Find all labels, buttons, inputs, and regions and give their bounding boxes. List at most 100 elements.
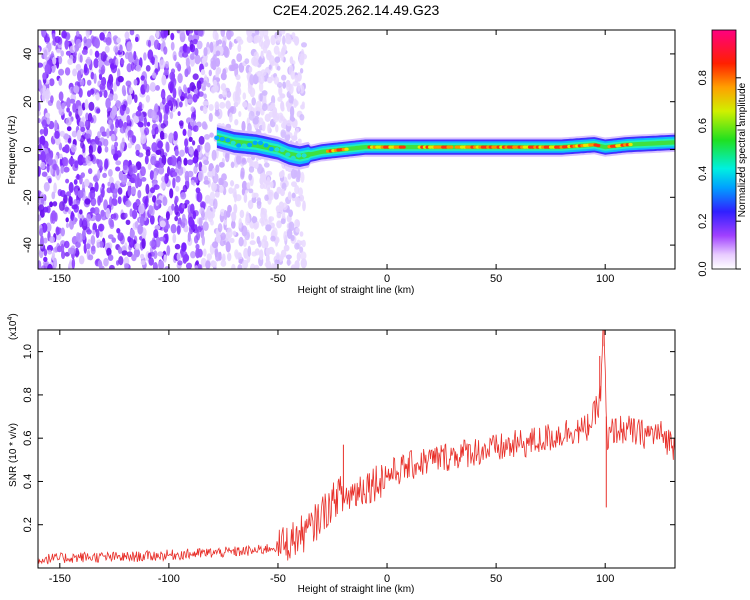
- spectrogram-speckle: [71, 204, 78, 210]
- ridge-blob: [296, 153, 302, 158]
- spectrogram-speckle: [239, 209, 245, 219]
- spectrogram-speckle: [110, 133, 116, 142]
- ridge-blob: [263, 143, 269, 148]
- spectrogram-speckle: [84, 120, 89, 128]
- spectrogram-speckle: [264, 194, 269, 201]
- spectrogram-speckle: [101, 265, 105, 269]
- spectrogram-speckle: [140, 75, 145, 81]
- ridge-blob: [279, 147, 285, 153]
- spectrogram-speckle: [61, 30, 67, 39]
- spectrogram-speckle: [56, 227, 62, 234]
- spectrogram-speckle: [115, 100, 121, 107]
- spectrogram-speckle: [113, 213, 117, 219]
- spectrogram-noise: [38, 30, 307, 269]
- snr-x-tick-label: 100: [596, 573, 614, 585]
- spectrogram-speckle: [47, 263, 53, 269]
- spectrogram-speckle: [177, 260, 183, 266]
- spectrogram-speckle: [288, 95, 294, 104]
- ridge-blob: [301, 153, 307, 158]
- spectrogram-speckle: [180, 192, 187, 200]
- spectrogram-speckle: [117, 75, 124, 83]
- ridge-blob: [230, 140, 236, 146]
- spectrogram-speckle: [65, 222, 70, 229]
- ridge-blob: [285, 152, 291, 157]
- spectrogram-speckle: [163, 132, 168, 139]
- spectrogram-speckle: [283, 231, 288, 242]
- spectrogram-speckle: [232, 230, 237, 236]
- spectrogram-speckle: [99, 83, 106, 90]
- spectrogram-speckle: [275, 124, 279, 133]
- spectrogram-speckle: [81, 229, 86, 241]
- spectrogram-speckle: [126, 251, 133, 258]
- spectrogram-speckle: [43, 182, 50, 192]
- spectrogram-speckle: [241, 180, 248, 191]
- spectrogram-speckle: [154, 224, 161, 231]
- spectrogram-speckle: [193, 125, 199, 132]
- spectrogram-speckle: [302, 200, 306, 212]
- spectrogram-speckle: [131, 254, 137, 262]
- spectrogram-speckle: [196, 80, 202, 90]
- spectrogram-speckle: [268, 64, 272, 70]
- spectrogram-speckle: [208, 112, 213, 122]
- spectrogram-speckle: [182, 128, 187, 136]
- spectrogram-speckle: [249, 240, 256, 246]
- spectrogram-speckle: [167, 100, 173, 107]
- spectrogram-speckle: [60, 50, 64, 57]
- spectrogram-speckle: [66, 191, 71, 197]
- spectrogram-speckle: [113, 188, 118, 194]
- spectrogram-speckle: [126, 115, 131, 124]
- spectrogram-speckle: [127, 130, 134, 138]
- spectrogram-speckle: [190, 251, 196, 259]
- spectrogram-speckle: [86, 213, 91, 222]
- spectrogram-speckle: [122, 89, 127, 97]
- spectrogram-x-label: Height of straight line (km): [298, 285, 415, 296]
- spectrogram-speckle: [120, 59, 125, 65]
- spectrogram-speckle: [150, 187, 155, 194]
- spectrogram-speckle: [170, 68, 176, 74]
- spectrogram-speckle: [209, 132, 214, 138]
- spectrogram-speckle: [288, 83, 294, 95]
- spectrogram-speckle: [188, 147, 194, 155]
- spectrogram-speckle: [211, 149, 217, 161]
- spectrogram-speckle: [236, 154, 242, 165]
- spectrogram-speckle: [126, 125, 132, 131]
- spectrogram-speckle: [247, 103, 253, 112]
- spectrogram-speckle: [149, 240, 156, 248]
- spectrogram-speckle: [39, 228, 44, 237]
- spectrogram-speckle: [155, 236, 161, 248]
- spectrogram-speckle: [205, 260, 211, 269]
- spectrogram-speckle: [163, 254, 167, 263]
- spectrogram-speckle: [58, 91, 64, 101]
- spectrogram-speckle: [195, 248, 201, 259]
- spectrogram-speckle: [203, 159, 210, 166]
- spectrogram-speckle: [215, 57, 221, 67]
- spectrogram-speckle: [97, 60, 103, 68]
- spectrogram-speckle: [105, 37, 112, 46]
- spectrogram-speckle: [83, 36, 87, 44]
- spectrogram-speckle: [202, 100, 209, 106]
- ridge-blob: [274, 147, 280, 152]
- spectrogram-speckle: [76, 173, 80, 180]
- spectrogram-speckle: [286, 258, 291, 266]
- spectrogram-speckle: [193, 165, 198, 174]
- spectrogram-speckle: [172, 177, 176, 189]
- spectrogram-speckle: [117, 196, 122, 205]
- spectrogram-speckle: [177, 160, 182, 170]
- spectrogram-speckle: [273, 191, 279, 200]
- spectrogram-speckle: [252, 117, 259, 125]
- spectrogram-speckle: [133, 50, 137, 61]
- spectrogram-speckle: [235, 36, 242, 42]
- colorbar-tick-label: 0.2: [697, 214, 709, 229]
- spectrogram-speckle: [279, 254, 283, 263]
- spectrogram-speckle: [159, 220, 166, 228]
- spectrogram-speckle: [181, 221, 186, 229]
- spectrogram-speckle: [105, 207, 111, 219]
- spectrogram-speckle: [67, 58, 74, 65]
- spectrogram-speckle: [286, 33, 291, 39]
- spectrogram-speckle: [179, 101, 183, 108]
- spectrogram-speckle: [125, 219, 131, 225]
- spectrogram-speckle: [185, 57, 190, 68]
- spectrogram-speckle: [258, 57, 263, 65]
- spectrogram-speckle: [58, 68, 65, 76]
- ridge-blob: [214, 135, 220, 140]
